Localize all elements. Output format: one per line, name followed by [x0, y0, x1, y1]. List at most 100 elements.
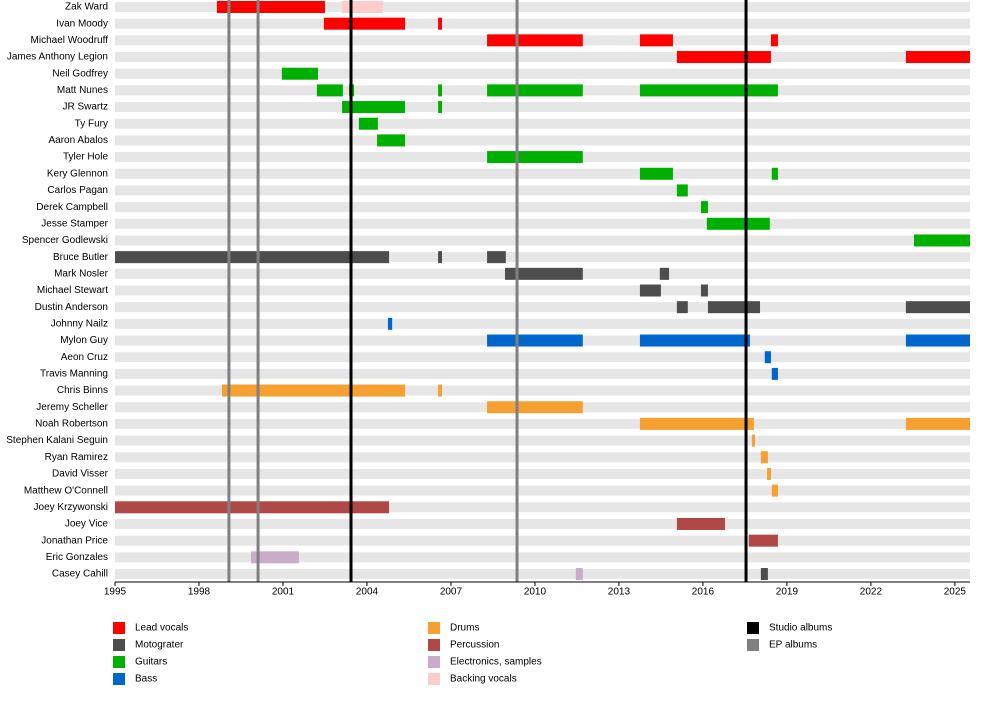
row-band [115, 2, 970, 12]
member-name: Aaron Abalos [49, 135, 109, 146]
x-tick-label: 2016 [692, 587, 715, 598]
member-name: Bruce Butler [53, 252, 109, 263]
legend-swatch [428, 673, 440, 685]
row-band [115, 118, 970, 129]
member-name: Matt Nunes [57, 85, 108, 96]
member-span [706, 217, 770, 230]
member-span [377, 134, 406, 147]
member-span [438, 101, 442, 114]
member-span [676, 51, 771, 64]
member-span [676, 301, 688, 314]
row-band [115, 485, 970, 496]
row-band [115, 418, 970, 429]
member-span [358, 117, 378, 130]
legend-label: Backing vocals [450, 674, 517, 685]
member-span [438, 84, 442, 97]
legend-label: Electronics, samples [450, 657, 542, 668]
member-name: Neil Godfrey [52, 68, 108, 79]
member-name: Matthew O'Connell [24, 485, 108, 496]
member-name: Tyler Hole [63, 152, 108, 163]
member-span [770, 34, 778, 47]
member-span [487, 34, 583, 47]
member-name: Derek Campbell [36, 202, 108, 213]
member-span [639, 417, 754, 430]
member-name: Stephen Kalani Seguin [6, 435, 108, 446]
x-tick-label: 2001 [272, 587, 295, 598]
member-span [659, 267, 670, 280]
member-name: Ryan Ramirez [45, 452, 108, 463]
member-span [767, 467, 771, 480]
member-span [760, 451, 768, 464]
member-name: Aeon Cruz [61, 352, 108, 363]
member-span [639, 34, 673, 47]
row-band [115, 285, 970, 296]
member-name: Eric Gonzales [46, 552, 108, 563]
member-span [316, 84, 343, 97]
row-band [115, 502, 970, 513]
member-name: Dustin Anderson [35, 302, 108, 313]
row-band [115, 202, 970, 213]
member-name: Chris Binns [57, 385, 108, 396]
member-name: Mylon Guy [60, 335, 108, 346]
member-span [281, 67, 318, 80]
legend-swatch [113, 656, 125, 668]
member-span [487, 334, 583, 347]
member-name: James Anthony Legion [7, 52, 108, 63]
member-span [760, 568, 768, 580]
row-band [115, 235, 970, 246]
member-span [639, 84, 778, 97]
member-span [700, 201, 708, 214]
row-band [115, 185, 970, 196]
member-name: Ivan Moody [56, 18, 108, 29]
member-span [487, 151, 583, 164]
member-span [764, 351, 771, 364]
row-band [115, 385, 970, 396]
row-band [115, 552, 970, 563]
member-name: Joey Vice [65, 519, 109, 530]
legend-label: Studio albums [769, 623, 832, 634]
member-name: Zak Ward [65, 2, 108, 13]
row-band [115, 68, 970, 79]
member-span [676, 517, 726, 530]
member-span [905, 301, 970, 314]
member-span [387, 317, 393, 330]
row-band [115, 352, 970, 363]
member-span [914, 234, 970, 247]
member-span [676, 184, 688, 197]
member-name: JR Swartz [62, 102, 108, 113]
row-band [115, 318, 970, 329]
member-name: Michael Woodruff [31, 35, 109, 46]
member-span [438, 17, 442, 30]
member-span [748, 534, 778, 547]
member-name: Joey Krzywonski [34, 502, 108, 513]
member-name: Carlos Pagan [47, 185, 108, 196]
member-name: Jesse Stamper [41, 218, 108, 229]
member-span [771, 167, 778, 180]
member-span [323, 17, 406, 30]
row-band [115, 535, 970, 546]
x-tick-label: 2025 [944, 587, 967, 598]
member-name: Kery Glennon [47, 168, 108, 179]
row-band [115, 135, 970, 146]
member-name: Jonathan Price [41, 535, 108, 546]
member-span [639, 334, 750, 347]
row-band [115, 218, 970, 229]
member-span [707, 301, 761, 314]
row-band [115, 52, 970, 63]
row-band [115, 569, 970, 579]
legend-label: Drums [450, 623, 479, 634]
row-band [115, 468, 970, 479]
member-name: Travis Manning [40, 369, 108, 380]
member-name: Mark Nosler [54, 268, 109, 279]
row-band [115, 368, 970, 379]
member-span [771, 484, 778, 497]
member-span [751, 434, 755, 447]
row-band [115, 435, 970, 446]
member-span [487, 251, 506, 264]
legend-label: Lead vocals [135, 623, 188, 634]
legend-swatch [747, 639, 759, 651]
member-name: Noah Robertson [35, 419, 108, 430]
legend-label: Motograter [135, 640, 184, 651]
legend-swatch [428, 639, 440, 651]
